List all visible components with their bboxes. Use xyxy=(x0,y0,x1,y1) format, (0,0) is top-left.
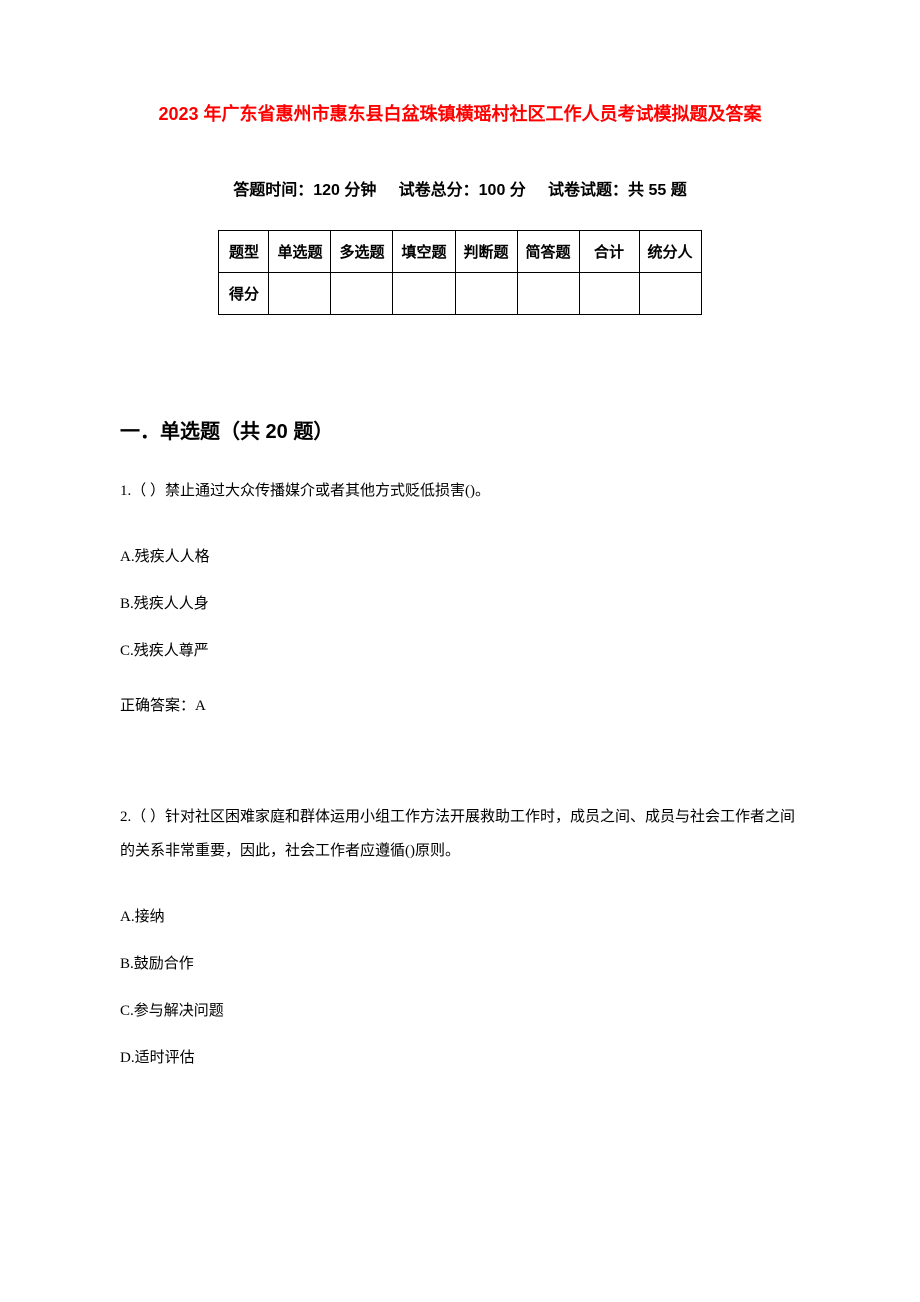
table-cell: 单选题 xyxy=(269,231,331,273)
table-header-row: 题型 单选题 多选题 填空题 判断题 简答题 合计 统分人 xyxy=(219,231,701,273)
exam-title: 2023 年广东省惠州市惠东县白盆珠镇横瑶村社区工作人员考试模拟题及答案 xyxy=(120,100,800,126)
option-b: B.鼓励合作 xyxy=(120,951,800,978)
table-cell xyxy=(639,273,701,315)
question-1-options: A.残疾人人格 B.残疾人人身 C.残疾人尊严 xyxy=(120,544,800,665)
table-cell xyxy=(517,273,579,315)
count-label: 试卷试题：共 55 题 xyxy=(548,182,687,199)
option-c: C.残疾人尊严 xyxy=(120,638,800,665)
table-cell: 统分人 xyxy=(639,231,701,273)
table-cell: 简答题 xyxy=(517,231,579,273)
time-label: 答题时间：120 分钟 xyxy=(233,182,376,199)
option-c: C.参与解决问题 xyxy=(120,998,800,1025)
question-1-text: 1.（ ）禁止通过大众传播媒介或者其他方式贬低损害()。 xyxy=(120,474,800,509)
question-2-options: A.接纳 B.鼓励合作 C.参与解决问题 D.适时评估 xyxy=(120,904,800,1072)
option-a: A.接纳 xyxy=(120,904,800,931)
table-cell xyxy=(455,273,517,315)
table-cell xyxy=(393,273,455,315)
table-cell xyxy=(579,273,639,315)
option-d: D.适时评估 xyxy=(120,1045,800,1072)
option-a: A.残疾人人格 xyxy=(120,544,800,571)
table-cell xyxy=(269,273,331,315)
question-1-answer: 正确答案：A xyxy=(120,693,800,720)
table-cell: 填空题 xyxy=(393,231,455,273)
table-cell: 题型 xyxy=(219,231,269,273)
table-cell: 判断题 xyxy=(455,231,517,273)
option-b: B.残疾人人身 xyxy=(120,591,800,618)
table-score-row: 得分 xyxy=(219,273,701,315)
exam-meta: 答题时间：120 分钟 试卷总分：100 分 试卷试题：共 55 题 xyxy=(120,176,800,200)
section-heading: 一．单选题（共 20 题） xyxy=(120,415,800,444)
table-cell: 得分 xyxy=(219,273,269,315)
question-2-text: 2.（ ）针对社区困难家庭和群体运用小组工作方法开展救助工作时，成员之间、成员与… xyxy=(120,800,800,869)
table-cell xyxy=(331,273,393,315)
score-table: 题型 单选题 多选题 填空题 判断题 简答题 合计 统分人 得分 xyxy=(218,230,701,315)
table-cell: 合计 xyxy=(579,231,639,273)
total-label: 试卷总分：100 分 xyxy=(399,182,526,199)
table-cell: 多选题 xyxy=(331,231,393,273)
